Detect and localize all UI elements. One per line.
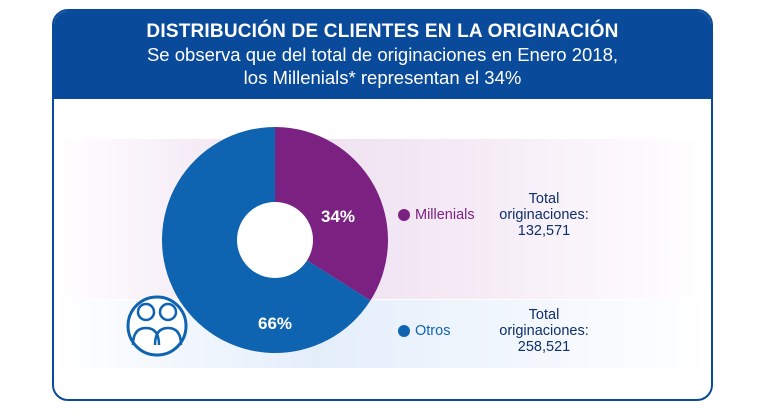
total-label-line1: Total (528, 307, 560, 323)
slice-label-otros: 66% (258, 314, 292, 333)
slice-label-millenials: 34% (321, 207, 355, 226)
legend-dot-millenials (398, 209, 410, 221)
total-value-otros: 258,521 (517, 339, 571, 355)
donut-hole (237, 202, 313, 278)
total-label-line2: originaciones: (499, 323, 589, 339)
header-banner: DISTRIBUCIÓN DE CLIENTES EN LA ORIGINACI… (54, 11, 711, 99)
total-value-millenials: 132,571 (517, 223, 571, 239)
subtitle-line-1: Se observa que del total de originacione… (146, 44, 619, 65)
chart-title: DISTRIBUCIÓN DE CLIENTES EN LA ORIGINACI… (146, 21, 619, 42)
total-label-line1: Total (528, 191, 560, 207)
people-icon (126, 295, 188, 357)
legend-dot-otros (398, 325, 410, 337)
legend-label-millenials: Millenials (415, 207, 475, 223)
legend-otros: Otros (398, 323, 450, 339)
legend-label-otros: Otros (415, 323, 451, 339)
subtitle-line-2: los Millenials* representan el 34% (243, 67, 522, 88)
total-millenials: Total originaciones: 132,571 (479, 191, 609, 239)
legend-millenials: Millenials (398, 207, 475, 223)
total-otros: Total originaciones: 258,521 (479, 307, 609, 355)
total-label-line2: originaciones: (499, 207, 589, 223)
